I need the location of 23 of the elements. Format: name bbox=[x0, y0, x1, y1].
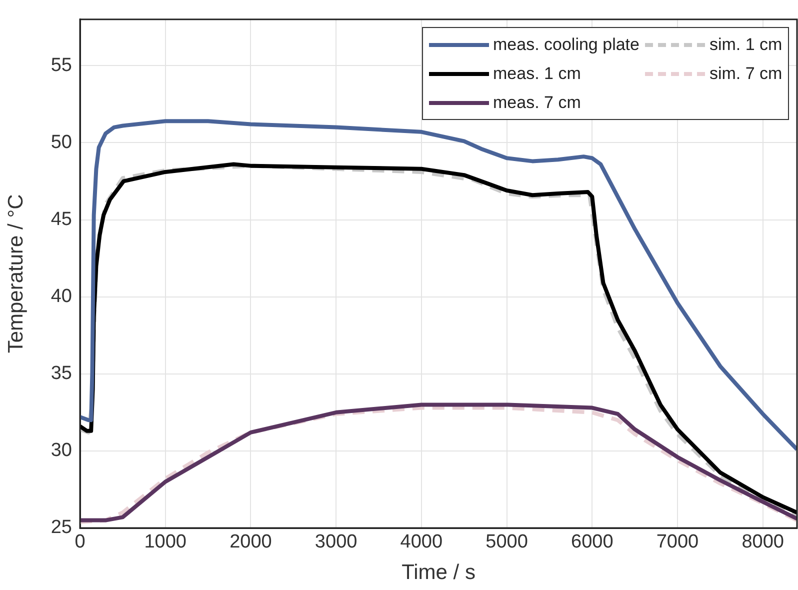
x-tick-label: 8000 bbox=[742, 532, 784, 553]
y-tick-label: 50 bbox=[50, 132, 72, 153]
legend-label: sim. 1 cm bbox=[709, 34, 782, 55]
legend-label: meas. 1 cm bbox=[493, 64, 581, 84]
legend-label: sim. 7 cm bbox=[709, 64, 782, 84]
legend-label: meas. cooling plate bbox=[493, 34, 640, 55]
x-tick-label: 7000 bbox=[656, 532, 699, 553]
x-tick-label: 6000 bbox=[571, 532, 614, 553]
legend-label: meas. 7 cm bbox=[493, 92, 581, 113]
y-tick-label: 55 bbox=[50, 54, 72, 76]
y-tick-label: 40 bbox=[50, 286, 72, 308]
y-axis-title: Temperature / °C bbox=[4, 194, 28, 354]
y-tick-label: 45 bbox=[50, 208, 72, 230]
x-tick-label: 3000 bbox=[314, 532, 358, 553]
x-tick-label: 0 bbox=[74, 532, 86, 553]
y-tick-label: 35 bbox=[50, 363, 72, 384]
y-tick-label: 30 bbox=[50, 440, 72, 462]
x-tick-label: 2000 bbox=[230, 532, 272, 553]
x-tick-label: 5000 bbox=[486, 532, 528, 553]
x-axis-title: Time / s bbox=[402, 561, 476, 584]
x-tick-label: 4000 bbox=[400, 532, 443, 553]
y-tick-label: 25 bbox=[50, 517, 72, 538]
x-tick-label: 1000 bbox=[144, 532, 186, 553]
